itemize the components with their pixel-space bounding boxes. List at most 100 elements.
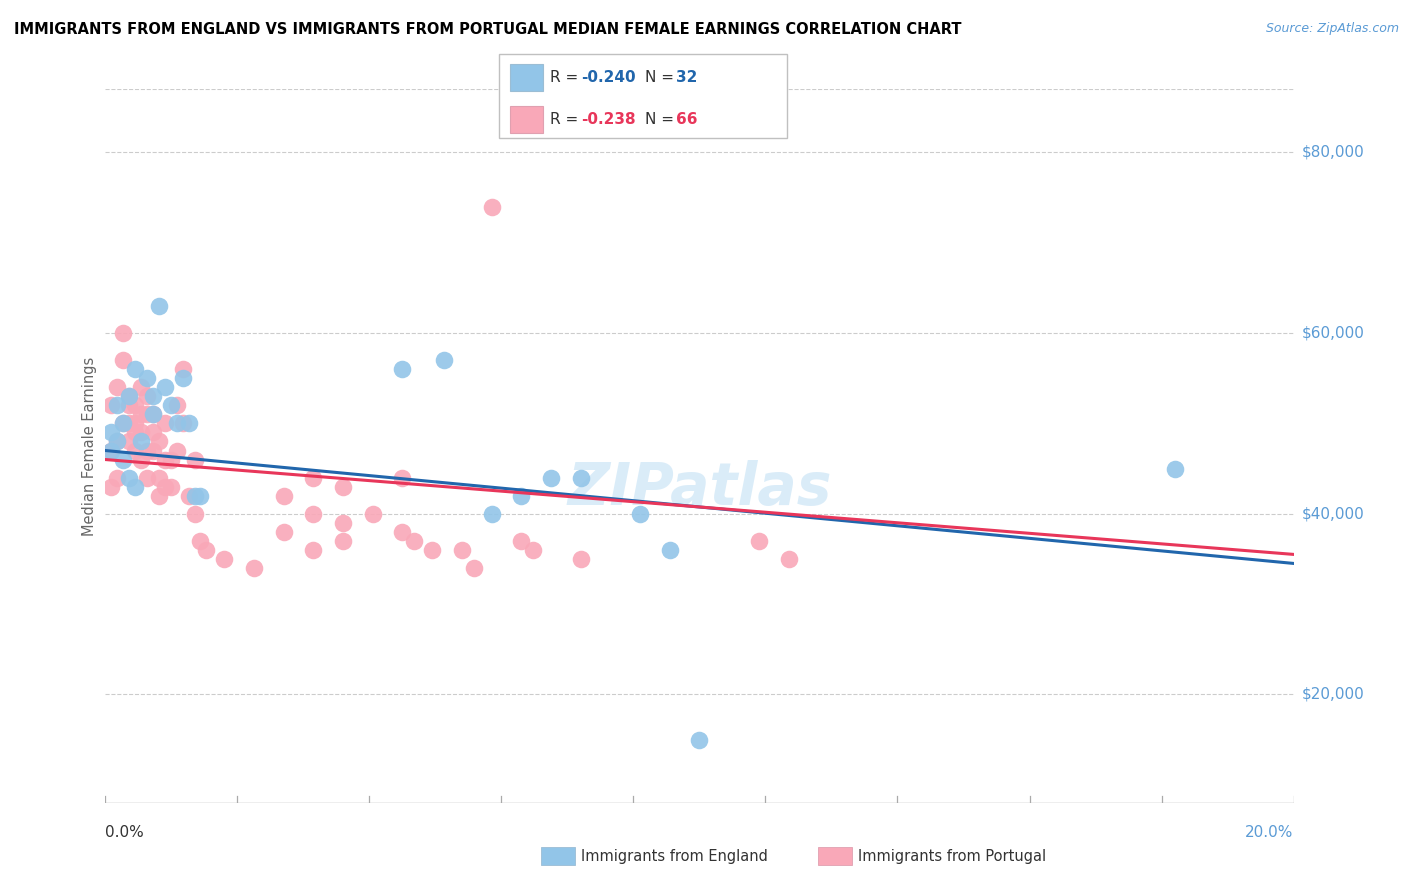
- Point: [153, 452, 176, 467]
- Point: [118, 398, 141, 412]
- Text: Immigrants from Portugal: Immigrants from Portugal: [858, 849, 1046, 863]
- Text: $20,000: $20,000: [1302, 687, 1365, 702]
- Point: [142, 389, 165, 403]
- Point: [159, 480, 181, 494]
- Point: [510, 533, 533, 548]
- Point: [361, 507, 384, 521]
- Point: [142, 408, 165, 422]
- Point: [689, 732, 711, 747]
- Text: ZIPatlas: ZIPatlas: [567, 460, 832, 517]
- Point: [100, 443, 122, 458]
- Point: [136, 443, 159, 458]
- Point: [332, 516, 354, 530]
- Point: [105, 434, 128, 449]
- Point: [105, 398, 128, 412]
- Point: [124, 398, 146, 412]
- Point: [302, 470, 325, 484]
- Point: [148, 489, 170, 503]
- Point: [136, 408, 159, 422]
- Point: [105, 380, 128, 394]
- Point: [105, 434, 128, 449]
- Point: [183, 507, 205, 521]
- Point: [302, 542, 325, 557]
- Point: [118, 389, 141, 403]
- Point: [112, 417, 135, 431]
- Point: [136, 371, 159, 385]
- Point: [177, 417, 200, 431]
- Point: [481, 200, 503, 214]
- Point: [273, 524, 295, 539]
- Point: [195, 542, 218, 557]
- Point: [159, 398, 181, 412]
- Text: -0.238: -0.238: [581, 112, 636, 128]
- Point: [105, 470, 128, 484]
- Text: Immigrants from England: Immigrants from England: [581, 849, 768, 863]
- Point: [332, 480, 354, 494]
- Point: [148, 434, 170, 449]
- Point: [569, 552, 592, 566]
- Point: [124, 362, 146, 376]
- Point: [112, 326, 135, 340]
- Point: [1164, 461, 1187, 475]
- Text: $40,000: $40,000: [1302, 507, 1365, 521]
- Point: [540, 470, 562, 484]
- Point: [124, 425, 146, 440]
- Point: [166, 443, 188, 458]
- Point: [190, 489, 212, 503]
- Point: [153, 417, 176, 431]
- Point: [112, 452, 135, 467]
- Point: [628, 507, 651, 521]
- Point: [172, 362, 194, 376]
- Point: [129, 434, 152, 449]
- Point: [748, 533, 770, 548]
- Point: [124, 417, 146, 431]
- Point: [190, 533, 212, 548]
- Point: [450, 542, 472, 557]
- Point: [172, 371, 194, 385]
- Point: [172, 417, 194, 431]
- Point: [214, 552, 236, 566]
- Point: [118, 389, 141, 403]
- Text: N =: N =: [645, 112, 679, 128]
- Point: [166, 417, 188, 431]
- Point: [183, 489, 205, 503]
- Text: N =: N =: [645, 70, 679, 85]
- Point: [142, 425, 165, 440]
- Point: [129, 380, 152, 394]
- Text: $60,000: $60,000: [1302, 326, 1365, 341]
- Text: Source: ZipAtlas.com: Source: ZipAtlas.com: [1265, 22, 1399, 36]
- Text: 32: 32: [676, 70, 697, 85]
- Point: [129, 408, 152, 422]
- Point: [124, 443, 146, 458]
- Point: [177, 489, 200, 503]
- Point: [136, 470, 159, 484]
- Point: [118, 417, 141, 431]
- Point: [159, 452, 181, 467]
- Text: IMMIGRANTS FROM ENGLAND VS IMMIGRANTS FROM PORTUGAL MEDIAN FEMALE EARNINGS CORRE: IMMIGRANTS FROM ENGLAND VS IMMIGRANTS FR…: [14, 22, 962, 37]
- Text: R =: R =: [550, 112, 583, 128]
- Point: [124, 480, 146, 494]
- Point: [391, 362, 413, 376]
- Point: [136, 389, 159, 403]
- Text: 20.0%: 20.0%: [1246, 825, 1294, 840]
- Point: [148, 470, 170, 484]
- Point: [433, 353, 456, 368]
- Text: -0.240: -0.240: [581, 70, 636, 85]
- Point: [420, 542, 443, 557]
- Point: [129, 425, 152, 440]
- Point: [243, 561, 266, 575]
- Point: [166, 398, 188, 412]
- Point: [112, 417, 135, 431]
- Text: R =: R =: [550, 70, 583, 85]
- Point: [100, 398, 122, 412]
- Point: [463, 561, 485, 575]
- Point: [153, 480, 176, 494]
- Point: [658, 542, 681, 557]
- Point: [183, 452, 205, 467]
- Y-axis label: Median Female Earnings: Median Female Earnings: [82, 357, 97, 535]
- Point: [302, 507, 325, 521]
- Text: $80,000: $80,000: [1302, 145, 1365, 160]
- Point: [522, 542, 544, 557]
- Point: [778, 552, 800, 566]
- Point: [332, 533, 354, 548]
